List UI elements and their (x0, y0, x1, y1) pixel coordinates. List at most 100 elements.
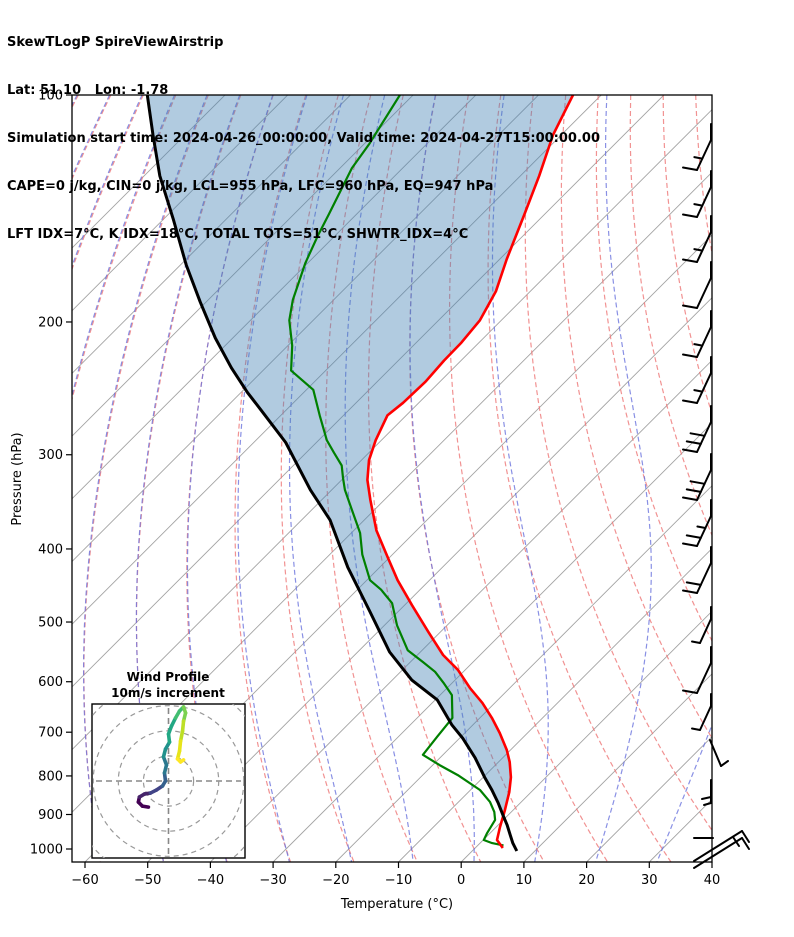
wind-barb-segment (685, 534, 702, 539)
moist-adiabat-line (409, 95, 475, 862)
x-tick-label: −30 (259, 873, 286, 888)
sounding-profiles (145, 95, 575, 852)
isotherm-line (523, 673, 712, 862)
wind-barb-segment (682, 399, 698, 404)
wind-barb-segment (696, 515, 712, 547)
indices-line-2: LFT IDX=7°C, K IDX=18°C, TOTAL TOTS=51°C… (7, 227, 469, 242)
dry-adiabat-line (325, 95, 418, 862)
x-tick-label: −40 (197, 873, 224, 888)
dry-adiabat-line (629, 95, 712, 537)
y-tick-label: 900 (38, 808, 63, 823)
dry-adiabat-line (524, 95, 712, 832)
wind-barb-segment (696, 562, 712, 594)
moist-adiabat-line (595, 95, 652, 862)
wind-barb (682, 215, 712, 263)
dry-adiabat-line (72, 95, 144, 271)
wind-barb-segment (691, 727, 701, 731)
wind-barb-segment (703, 802, 712, 806)
dry-adiabat-line (695, 95, 712, 257)
wind-barb-segment (696, 469, 712, 501)
isotherm-line (72, 95, 539, 563)
figure-header: SkewTLogP SpireViewAirstrip Lat: 51.10 L… (7, 3, 600, 275)
isotherm-line (711, 861, 712, 862)
indices-line-1: CAPE=0 j/kg, CIN=0 j/kg, LCL=955 hPa, LF… (7, 179, 494, 194)
wind-barb-segment (682, 213, 698, 218)
wind-barb-segment (696, 231, 712, 263)
wind-barb-segment (696, 139, 712, 171)
moist-adiabat-line (344, 95, 414, 862)
wind-barb-segment (682, 258, 698, 263)
dry-adiabat-line (595, 95, 712, 643)
inset-title-line1: Wind Profile (127, 670, 210, 684)
wind-barb-segment (693, 248, 704, 252)
moist-adiabat-line (656, 723, 712, 862)
wind-barb-segment (685, 581, 702, 586)
isotherm-line (72, 95, 226, 249)
dry-adiabat-line (280, 95, 355, 862)
parcel-curve (145, 95, 519, 852)
x-tick-label: 10 (516, 873, 533, 888)
wind-barb-segment (696, 186, 712, 218)
wind-barb-segment (693, 156, 704, 160)
isotherm-line (72, 95, 602, 625)
wind-barb (682, 499, 712, 547)
isotherm-line (72, 95, 665, 688)
wind-barb-segment (741, 837, 750, 850)
wind-barb (682, 646, 712, 694)
hodograph-content (92, 704, 245, 858)
isotherm-line (210, 359, 712, 862)
wind-barb-segment (682, 166, 698, 171)
hodograph-trace-segment (178, 758, 186, 764)
y-tick-label: 700 (38, 726, 63, 741)
y-tick-label: 800 (38, 769, 63, 784)
parcel-temperature-shading (147, 95, 574, 815)
wind-barb-segment (682, 496, 698, 501)
moist-adiabat-line (491, 95, 549, 862)
wind-barb-segment (689, 480, 706, 485)
isotherm-line (147, 297, 712, 862)
wind-barb-segment (696, 525, 707, 529)
y-tick-label: 300 (38, 448, 63, 463)
wind-barb-segment (696, 421, 712, 453)
axis-ticks: −60 −50 −40 −30 −20 −10 0 10 20 30 40 100 200 300 400 5… (30, 89, 720, 889)
wind-barb-segment (696, 372, 712, 404)
hodograph-ring (142, 755, 195, 807)
wind-barb-segment (693, 837, 743, 869)
wind-barb-segment (682, 353, 698, 358)
x-tick-label: 20 (578, 873, 595, 888)
figure-title: SkewTLogP SpireViewAirstrip (7, 35, 224, 50)
wind-barb (691, 693, 712, 731)
hodograph-ring (92, 705, 245, 857)
dry-adiabat-line (662, 95, 712, 416)
wind-barb (682, 453, 712, 501)
wind-barb-segment (693, 203, 704, 207)
dry-adiabat-line (728, 95, 794, 863)
y-tick-label: 500 (38, 616, 63, 631)
wind-barb-segment (693, 830, 743, 862)
wind-barb (682, 405, 712, 453)
wind-barb (709, 739, 729, 767)
dry-adiabat-line (367, 95, 482, 862)
y-tick-label: 400 (38, 542, 63, 557)
wind-barb-segment (693, 389, 704, 393)
x-axis-label: Temperature (°C) (340, 897, 453, 912)
moist-adiabat-line (237, 95, 308, 862)
dry-adiabat-line (449, 95, 609, 862)
wind-barb-segment (720, 760, 729, 767)
moist-adiabat-line (718, 95, 794, 863)
inset-title-line2: 10m/s increment (111, 686, 225, 700)
wind-barb-segment (682, 448, 698, 453)
wind-barb-segment (699, 705, 712, 731)
lat-lon-line: Lat: 51.10 Lon: -1.78 (7, 83, 169, 98)
plot-border (71, 94, 713, 863)
temperature-curve (366, 95, 575, 849)
x-tick-label: −10 (385, 873, 412, 888)
wind-barb-segment (685, 488, 702, 493)
dewpoint-curve (288, 95, 504, 847)
wind-barb-column (682, 123, 750, 869)
moist-adiabat-line (288, 95, 353, 862)
wind-barb (682, 261, 712, 309)
x-tick-label: −50 (134, 873, 161, 888)
x-tick-label: 0 (457, 873, 465, 888)
